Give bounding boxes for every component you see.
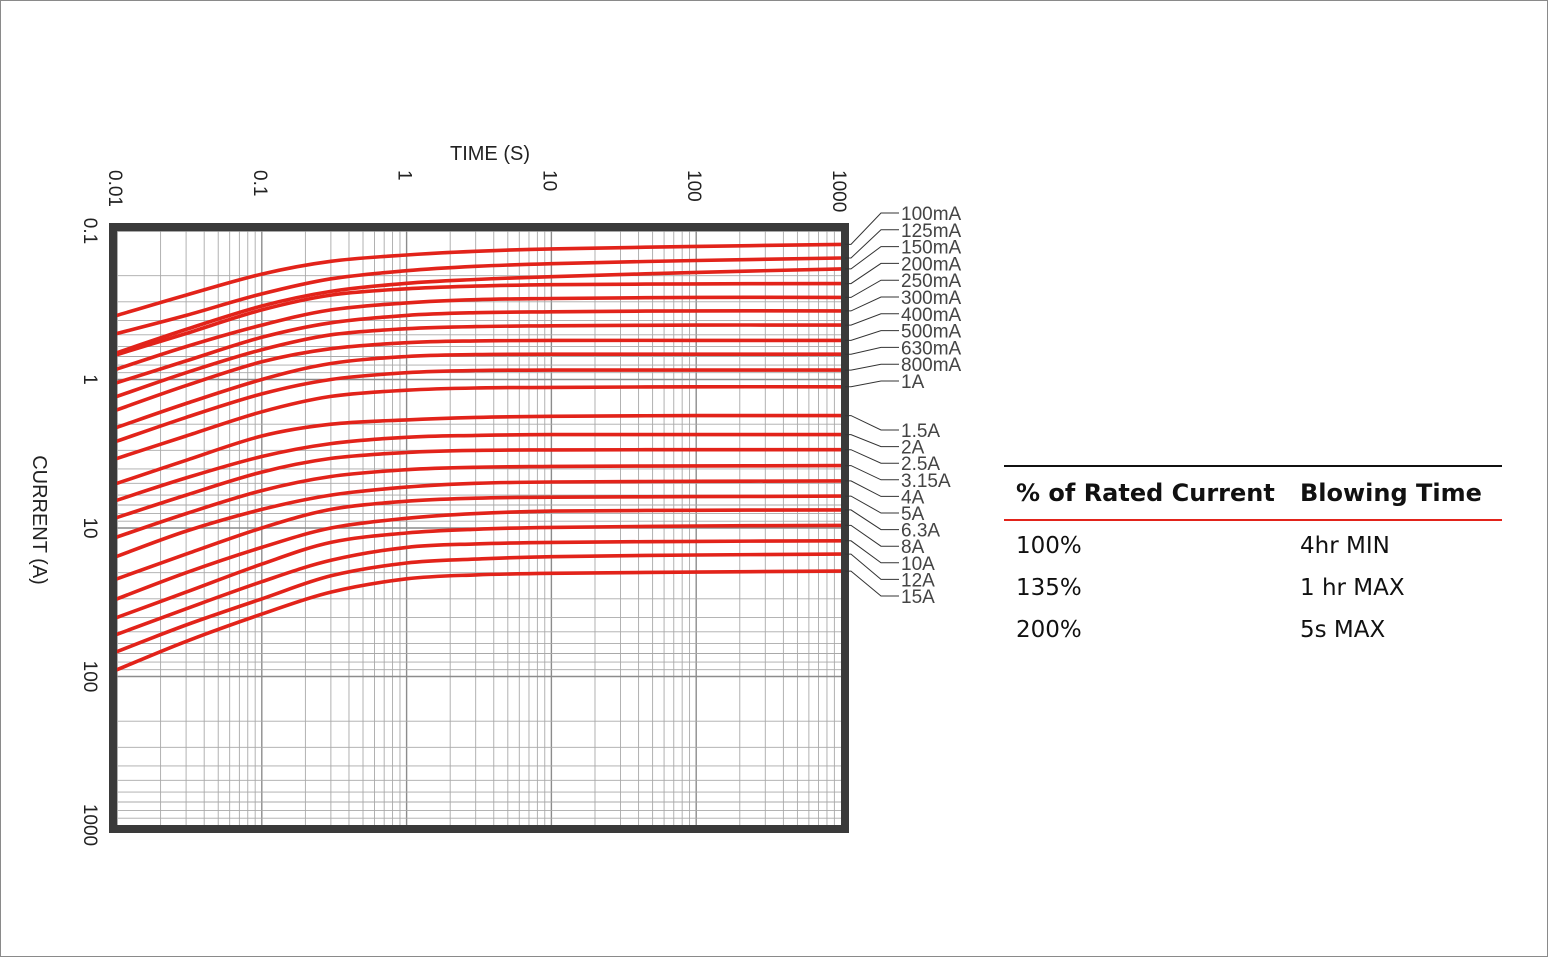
series-label: 400mA xyxy=(901,305,962,326)
curve-800mA xyxy=(115,368,843,443)
cell-blowing-time: 4hr MIN xyxy=(1300,533,1390,559)
curve-500mA xyxy=(115,338,843,412)
y-tick-label: 1 xyxy=(79,374,100,385)
curve-200mA xyxy=(115,281,843,357)
curve-150mA xyxy=(115,267,843,355)
y-tick-label: 10 xyxy=(79,517,100,538)
series-label: 8A xyxy=(901,537,925,558)
series-label: 10A xyxy=(901,554,935,575)
series-label: 2A xyxy=(901,438,925,459)
curve-15A xyxy=(115,569,843,672)
series-label: 150mA xyxy=(901,238,962,259)
leader-line xyxy=(845,262,899,285)
curve-4A xyxy=(115,479,843,559)
series-label: 200mA xyxy=(901,254,962,275)
leader-line xyxy=(845,524,899,547)
curves xyxy=(115,242,843,672)
curve-10A xyxy=(115,539,843,637)
leader-line xyxy=(845,380,899,388)
leader-line xyxy=(845,449,899,464)
leader-line xyxy=(845,229,899,259)
series-label: 15A xyxy=(901,587,935,608)
cell-rated-current: 135% xyxy=(1016,575,1082,601)
labels: 0.01 0.1 1 10 100 10000.11101001000100mA125mA… xyxy=(79,170,962,846)
leader-line xyxy=(845,246,899,270)
series-label: 1.5A xyxy=(901,421,940,442)
series-label: 300mA xyxy=(901,288,962,309)
series-label: 5A xyxy=(901,504,925,525)
curve-2.5A xyxy=(115,447,843,520)
curve-12A xyxy=(115,552,843,654)
y-tick-label: 0.1 xyxy=(79,218,100,244)
y-axis-title: CURRENT (A) xyxy=(28,455,50,585)
cell-blowing-time: 5s MAX xyxy=(1300,617,1386,643)
plot-border xyxy=(109,223,849,833)
leader-line xyxy=(845,279,899,298)
series-label: 500mA xyxy=(901,322,962,343)
leader-line xyxy=(845,540,899,564)
curve-125mA xyxy=(115,256,843,336)
leader-line xyxy=(845,296,899,312)
leader-line xyxy=(845,212,899,245)
curve-6.3A xyxy=(115,508,843,601)
x-tick-label: 0.1 xyxy=(249,170,270,196)
leader-line xyxy=(845,434,899,448)
curve-1.5A xyxy=(115,413,843,486)
header-blowing-time: Blowing Time xyxy=(1300,479,1482,507)
leader-line xyxy=(845,495,899,514)
table-header-row: % of Rated Current Blowing Time xyxy=(1004,467,1502,519)
cell-rated-current: 200% xyxy=(1016,617,1082,643)
curve-400mA xyxy=(115,323,843,399)
leader-line xyxy=(845,313,899,326)
x-tick-label: 1000 xyxy=(828,170,849,212)
curve-250mA xyxy=(115,295,843,371)
curve-8A xyxy=(115,523,843,620)
curve-300mA xyxy=(115,309,843,385)
leader-line xyxy=(845,480,899,497)
leader-line xyxy=(845,570,899,597)
curve-2A xyxy=(115,432,843,502)
series-label: 2.5A xyxy=(901,454,940,475)
x-tick-label: 100 xyxy=(683,170,704,202)
series-label: 100mA xyxy=(901,204,962,225)
table-header-rule xyxy=(1004,519,1502,521)
table-row: 100% 4hr MIN xyxy=(1004,525,1502,567)
series-label: 125mA xyxy=(901,221,962,242)
cell-blowing-time: 1 hr MAX xyxy=(1300,575,1405,601)
series-label: 4A xyxy=(901,487,925,508)
series-label: 800mA xyxy=(901,355,962,376)
series-label: 6.3A xyxy=(901,521,940,542)
series-label: 630mA xyxy=(901,338,962,359)
curve-100mA xyxy=(115,242,843,318)
curve-630mA xyxy=(115,352,843,430)
table-top-rule xyxy=(1004,465,1502,467)
curve-1A xyxy=(115,384,843,461)
series-label: 12A xyxy=(901,570,935,591)
leader-line xyxy=(845,346,899,355)
x-tick-label: 0.01 xyxy=(104,170,125,207)
x-tick-label: 10 xyxy=(538,170,559,191)
y-tick-label: 100 xyxy=(79,661,100,693)
series-label: 3.15A xyxy=(901,471,951,492)
table-row: 135% 1 hr MAX xyxy=(1004,567,1502,609)
leader-line xyxy=(845,363,899,371)
series-label: 1A xyxy=(901,372,925,393)
leader-line xyxy=(845,415,899,431)
series-label: 250mA xyxy=(901,271,962,292)
cell-rated-current: 100% xyxy=(1016,533,1082,559)
blowing-time-table: % of Rated Current Blowing Time 100% 4hr… xyxy=(1004,465,1502,651)
x-axis-title: TIME (S) xyxy=(450,143,530,165)
leader-line xyxy=(845,330,899,341)
table-row: 200% 5s MAX xyxy=(1004,609,1502,651)
curve-5A xyxy=(115,494,843,581)
leader-line xyxy=(845,553,899,580)
leader-line xyxy=(845,465,899,481)
curve-3.15A xyxy=(115,463,843,539)
header-rated-current: % of Rated Current xyxy=(1016,479,1275,507)
y-tick-label: 1000 xyxy=(79,804,100,846)
x-tick-label: 1 xyxy=(394,170,415,181)
leader-line xyxy=(845,509,899,531)
